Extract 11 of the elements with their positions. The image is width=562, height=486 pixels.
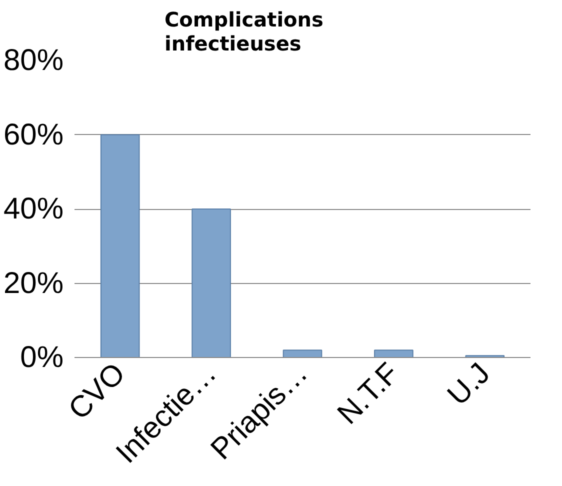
y-tick-label: 80%	[3, 44, 64, 77]
bar	[100, 134, 140, 358]
y-tick-label: 60%	[3, 118, 64, 152]
y-tick-label: 40%	[3, 192, 64, 226]
bar	[282, 350, 322, 358]
chart-title: Complications infectieuses	[164, 8, 324, 56]
y-tick-label: 20%	[3, 266, 64, 300]
y-tick-label: 0%	[20, 341, 64, 374]
bar	[192, 208, 231, 358]
bar	[374, 350, 414, 358]
x-tick-label: U.J	[441, 356, 497, 412]
